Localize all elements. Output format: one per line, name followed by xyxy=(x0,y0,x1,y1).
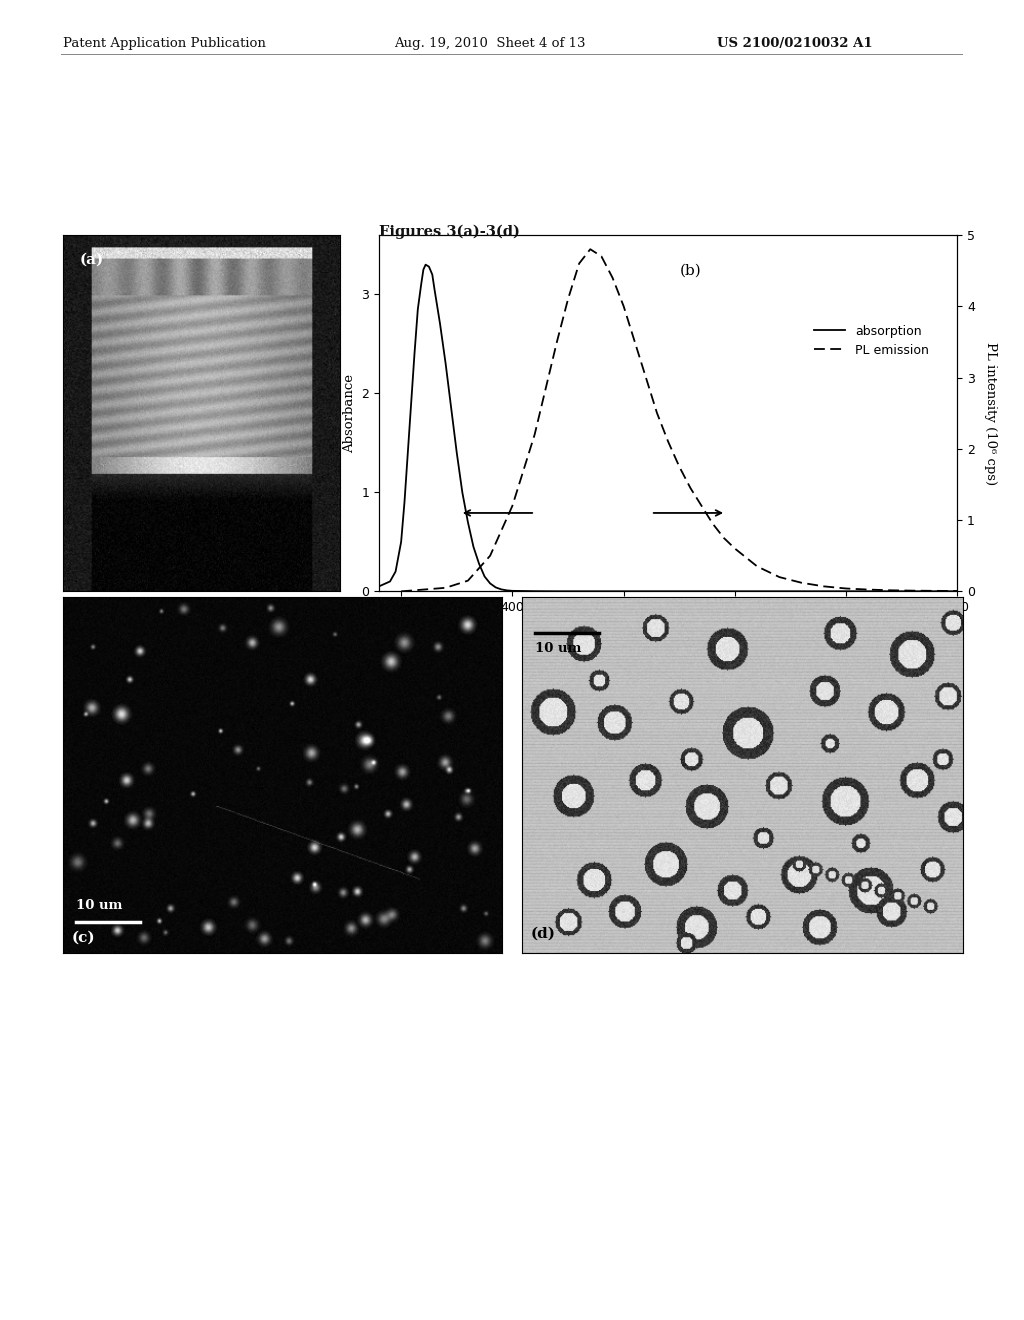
Legend: absorption, PL emission: absorption, PL emission xyxy=(809,319,934,362)
X-axis label: Wavelength (nm): Wavelength (nm) xyxy=(611,619,725,632)
Text: US 2100/0210032 A1: US 2100/0210032 A1 xyxy=(717,37,872,50)
Y-axis label: PL intensity (10⁶ cps): PL intensity (10⁶ cps) xyxy=(984,342,997,484)
Text: (d): (d) xyxy=(530,927,555,940)
Text: Figures 3(a)-3(d): Figures 3(a)-3(d) xyxy=(379,224,520,239)
Text: (c): (c) xyxy=(72,931,95,945)
Text: (b): (b) xyxy=(680,264,701,277)
Text: Aug. 19, 2010  Sheet 4 of 13: Aug. 19, 2010 Sheet 4 of 13 xyxy=(394,37,586,50)
Text: Patent Application Publication: Patent Application Publication xyxy=(63,37,266,50)
Y-axis label: Absorbance: Absorbance xyxy=(343,374,355,453)
Text: (a): (a) xyxy=(80,252,104,267)
Text: 10 um: 10 um xyxy=(76,899,122,912)
Text: 10 um: 10 um xyxy=(535,643,581,655)
